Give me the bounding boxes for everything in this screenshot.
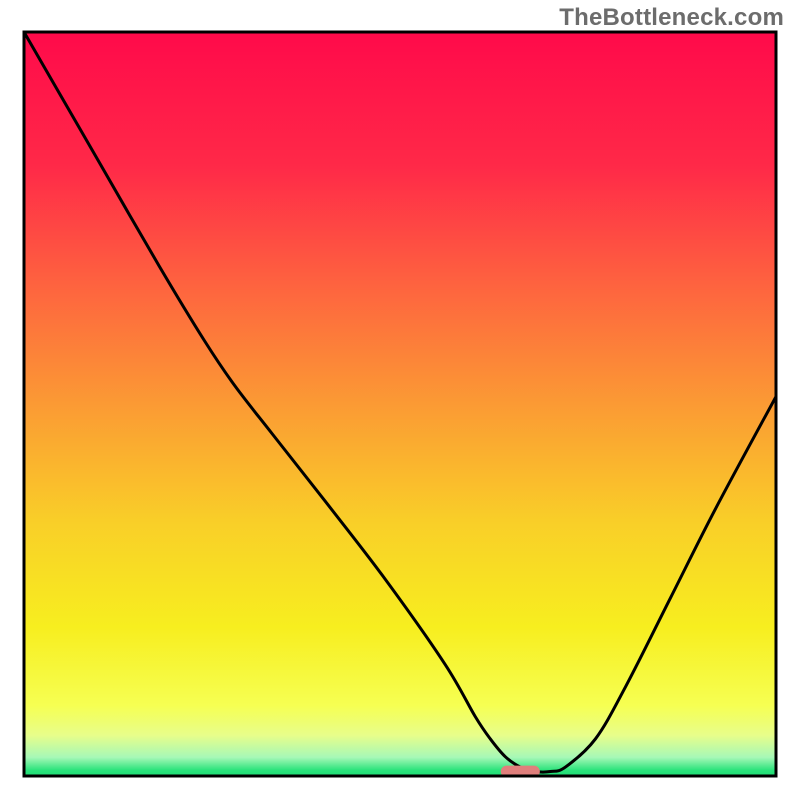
chart-root: { "watermark": { "text": "TheBottleneck.…: [0, 0, 800, 800]
bottleneck-chart: [0, 0, 800, 800]
gradient-background: [24, 32, 776, 776]
